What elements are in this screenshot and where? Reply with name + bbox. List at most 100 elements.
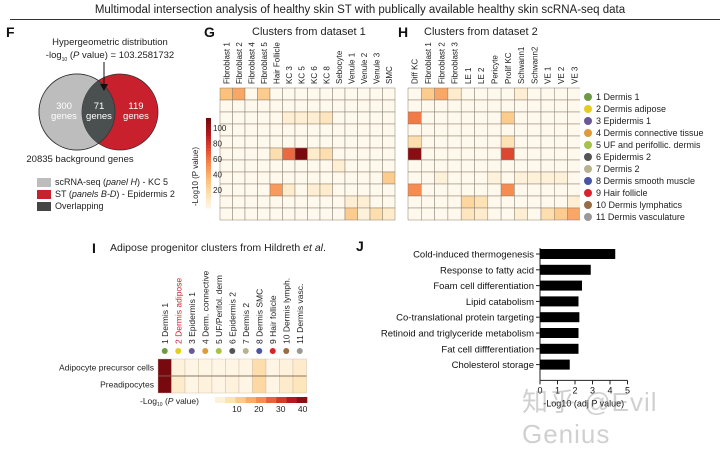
heatmap-g-cell [382, 171, 396, 185]
heatmap-h-cell [407, 171, 422, 185]
colorbar-g-tick: 80 [213, 140, 222, 149]
legend-swatch [37, 177, 51, 187]
heatmap-h-cell [487, 135, 502, 149]
heatmap-g-cell [344, 195, 358, 209]
heatmap-h-cell [447, 195, 462, 209]
bar-j-bar [540, 296, 579, 307]
heatmap-h-cell [460, 123, 475, 137]
heatmap-i-cell [225, 358, 240, 377]
heatmap-g-cell [357, 183, 371, 197]
heatmap-g-cell [369, 99, 383, 113]
venn-legend: scRNA-seq (panel H) - KC 5 ST (panels B-… [37, 176, 175, 212]
heatmap-i-cell [184, 358, 199, 377]
cluster-legend-item: 5 UF and perifollic. dermis [584, 139, 704, 151]
heatmap-g-cell [244, 123, 258, 137]
cluster-legend-label: 6 Epidermis 2 [596, 152, 652, 162]
colorbar-g-segment [206, 172, 211, 176]
bar-j-category-label: Lipid catabolism [466, 297, 534, 308]
bar-j-category-label: Response to fatty acid [440, 265, 534, 276]
colorbar-g-segment [206, 151, 211, 155]
heatmap-g-cell [382, 87, 396, 101]
heatmap-i-cell [265, 375, 280, 394]
heatmap-g-cell [307, 111, 321, 125]
legend-label: Overlapping [55, 201, 104, 211]
heatmap-g-column-label: Fibroblast 5 [260, 42, 269, 84]
colorbar-g-segment [206, 145, 211, 149]
heatmap-h-cell [540, 111, 555, 125]
heatmap-g-cell [219, 87, 233, 101]
heatmap-h-cell [514, 207, 528, 221]
cluster-dot-icon [584, 153, 592, 161]
panel-i-letter: I [92, 240, 96, 256]
heatmap-g-cell [232, 99, 246, 113]
panel-i-title: Adipose progenitor clusters from Hildret… [110, 242, 326, 254]
heatmap-h-cell [421, 123, 435, 137]
venn-title-line2: -log10 (P value) = 103.2581732 [0, 50, 220, 63]
heatmap-g-column-label: KC 8 [322, 66, 331, 84]
heatmap-i-cell [171, 358, 186, 377]
heatmap-g-cell [369, 147, 383, 161]
heatmap-g-cell [269, 183, 283, 197]
heatmap-h-column-label: Prolif KC [504, 52, 513, 84]
heatmap-h-cell [540, 183, 555, 197]
cluster-legend-item: 6 Epidermis 2 [584, 151, 704, 163]
heatmap-h-cell [500, 99, 515, 113]
heatmap-h-column-label: VE 1 [544, 66, 553, 84]
heatmap-h-cell [554, 135, 568, 149]
heatmap-g-cell [294, 147, 308, 161]
heatmap-g-cell [257, 135, 271, 149]
heatmap-i-cell [279, 375, 294, 394]
heatmap-h-cell [434, 111, 449, 125]
heatmap-h-cell [500, 183, 515, 197]
heatmap-h-cell [527, 87, 542, 101]
heatmap-h-column-label: Pericyte [490, 55, 499, 84]
heatmap-h-cell [474, 123, 489, 137]
heatmap-h-cell [434, 135, 449, 149]
heatmap-h-cell [474, 135, 489, 149]
heatmap-g-column-label: Venule 3 [372, 52, 381, 84]
heatmap-g-cell [319, 147, 333, 161]
heatmap-h-cell [500, 147, 515, 161]
heatmap-g-cell [369, 87, 383, 101]
heatmap-i-cell [184, 375, 199, 394]
colorbar-g-segment [206, 160, 211, 164]
heatmap-h-cell [527, 171, 542, 185]
colorbar-i-segment [266, 397, 277, 403]
heatmap-g-cell [219, 99, 233, 113]
heatmap-g-cell [307, 147, 321, 161]
heatmap-h-cell [500, 87, 515, 101]
heatmap-h-cell [554, 87, 568, 101]
heatmap-g-cell [294, 135, 308, 149]
heatmap-i-column-label: 5 UF/Perifol. derm [214, 275, 224, 344]
cluster-legend-item: 4 Dermis connective tissue [584, 127, 704, 139]
venn-title-paren: ( [67, 50, 74, 61]
heatmap-g-cell [282, 195, 296, 209]
heatmap-g-cell [307, 99, 321, 113]
colorbar-i-segment [245, 397, 257, 403]
cluster-dot-icon [584, 213, 592, 221]
heatmap-h-cell [487, 171, 502, 185]
colorbar-i-segment [235, 397, 246, 403]
cluster-legend: 1 Dermis 1 2 Dermis adipose 3 Epidermis 1 4… [584, 91, 704, 223]
heatmap-h-cell [527, 159, 542, 173]
heatmap-h-cell [487, 183, 502, 197]
heatmap-h-cell [567, 183, 580, 197]
bar-j-bar [540, 343, 579, 354]
heatmap-h-cell [500, 207, 515, 221]
heatmap-g-cell [282, 159, 296, 173]
heatmap-g-column-label: Fibroblast 4 [247, 42, 256, 84]
heatmap-g-cell [369, 111, 383, 125]
heatmap-h-cell [421, 99, 435, 113]
heatmap-h-cell [554, 99, 568, 113]
cluster-dot-icon [584, 117, 592, 125]
colorbar-g-segment [206, 139, 211, 143]
heatmap-g-cell [282, 87, 296, 101]
heatmap-g-cell [344, 123, 358, 137]
heatmap-i-row-label: Adipocyte precursor cells [59, 363, 154, 373]
colorbar-g-segment [206, 136, 211, 140]
heatmap-g-cell [319, 87, 333, 101]
cluster-legend-label: 9 Hair follicle [596, 188, 648, 198]
heatmap-g-cell [344, 99, 358, 113]
heatmap-g-cell [244, 111, 258, 125]
colorbar-i-tick: 30 [276, 404, 286, 414]
